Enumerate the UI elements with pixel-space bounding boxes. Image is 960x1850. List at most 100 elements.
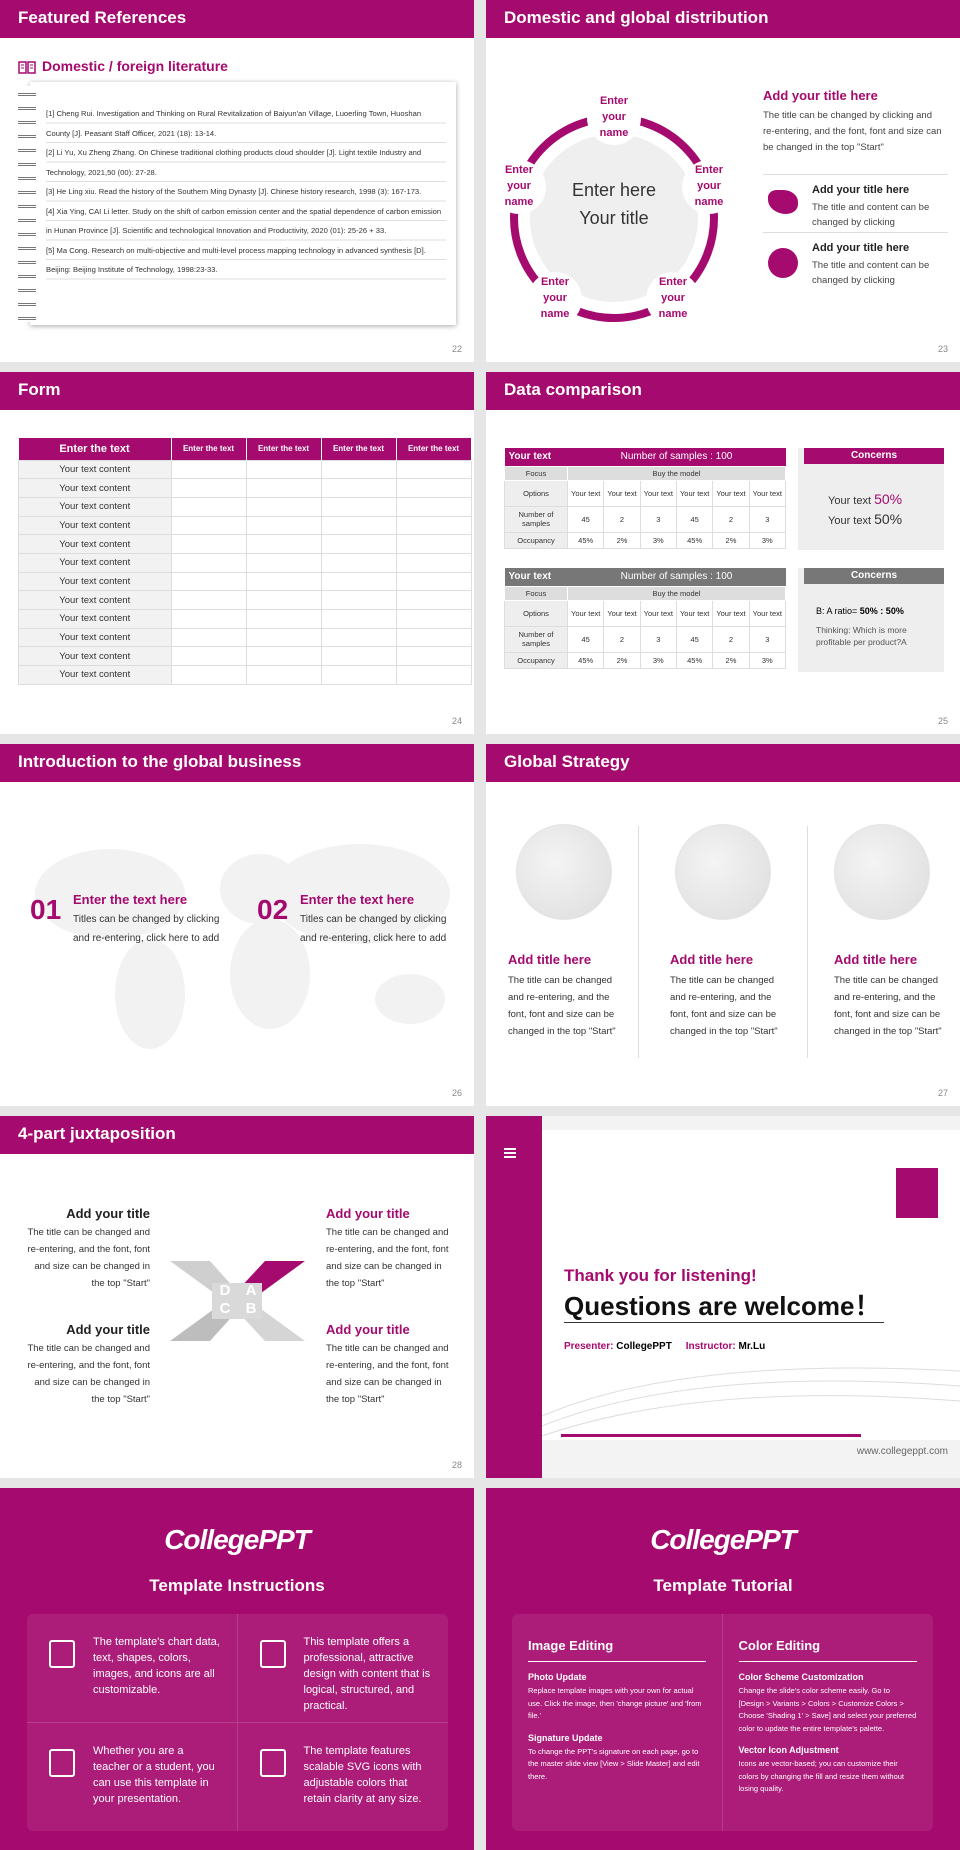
cell: 45 bbox=[566, 505, 605, 533]
item-number: 01 bbox=[30, 894, 62, 925]
item-title: Add your title bbox=[66, 1206, 150, 1221]
label: Presenter: bbox=[564, 1341, 614, 1352]
row: Your text content bbox=[18, 627, 472, 648]
cell: Your text bbox=[603, 599, 641, 627]
wave bbox=[542, 1367, 960, 1437]
cell bbox=[320, 552, 397, 573]
row: Your text content bbox=[18, 496, 472, 517]
head-row: Your text Number of samples : 100 bbox=[504, 448, 786, 466]
instruction-cell: This template offers a professional, att… bbox=[237, 1614, 448, 1723]
header-cell: Enter the text bbox=[321, 438, 397, 460]
instruction-cell: The template's chart data, text, shapes,… bbox=[27, 1614, 238, 1723]
head-row: Your text Number of samples : 100 bbox=[504, 568, 786, 586]
cell: 3 bbox=[639, 505, 677, 533]
tutorial-column: Image Editing Photo Update Replace templat… bbox=[512, 1614, 723, 1831]
card bbox=[542, 1130, 960, 1440]
item-title: Vector Icon Adjustment bbox=[738, 1745, 839, 1755]
row: Your text content bbox=[18, 534, 472, 554]
panel: Image Editing Photo Update Replace templat… bbox=[512, 1614, 933, 1831]
name-label: Enter your name bbox=[599, 95, 629, 139]
cell bbox=[245, 515, 322, 536]
concerns-lines: B: A ratio= 50% : 50% Thinking: Which is … bbox=[798, 584, 944, 648]
name-gap bbox=[528, 272, 582, 326]
panel: The template's chart data, text, shapes,… bbox=[27, 1614, 448, 1831]
cell: 2 bbox=[603, 625, 641, 653]
side-text: The title can be changed by clicking and… bbox=[763, 110, 942, 153]
accent-line bbox=[561, 1434, 861, 1437]
cell bbox=[170, 496, 247, 517]
menu-icon bbox=[504, 1148, 516, 1150]
samples-row: Number of samples 45 2 3 45 2 3 bbox=[504, 625, 787, 653]
item-number: 02 bbox=[257, 894, 289, 925]
letter: B bbox=[245, 1300, 257, 1317]
cell bbox=[320, 627, 397, 648]
item-text: Replace template images with your own fo… bbox=[528, 1686, 702, 1720]
cell: Your text bbox=[603, 479, 641, 507]
cell: Your text content bbox=[18, 552, 172, 573]
globe bbox=[516, 824, 612, 920]
row-label: Options bbox=[504, 599, 568, 627]
name-label: Enter your name bbox=[658, 276, 688, 320]
cell: 2% bbox=[712, 531, 750, 549]
concerns-line: Your text 50% bbox=[828, 490, 944, 510]
cell bbox=[320, 515, 397, 536]
cell: Your text bbox=[639, 479, 677, 507]
side-band bbox=[486, 1116, 542, 1478]
cell bbox=[170, 609, 247, 629]
cell: 3 bbox=[748, 505, 787, 533]
row-label: Occupancy bbox=[504, 531, 568, 549]
cell: 45% bbox=[566, 531, 605, 549]
world-map bbox=[35, 844, 450, 1049]
cell bbox=[170, 459, 247, 480]
item-icon bbox=[768, 190, 798, 214]
concerns-note: Thinking: Which is more profitable per p… bbox=[816, 625, 907, 647]
cell: 45% bbox=[675, 651, 714, 669]
cell: Your text content bbox=[18, 496, 172, 517]
cell: Your text content bbox=[18, 609, 172, 629]
cell: 2 bbox=[712, 625, 750, 653]
instructor: Mr.Lu bbox=[738, 1341, 766, 1352]
cell bbox=[245, 646, 322, 667]
cell: 3% bbox=[748, 651, 787, 669]
row: Your text content bbox=[18, 590, 472, 610]
page-number: 22 bbox=[451, 344, 462, 354]
center-line: Enter here bbox=[571, 180, 657, 200]
tutorial-column: Color Editing Color Scheme Customization C… bbox=[723, 1614, 934, 1831]
cell bbox=[170, 515, 247, 536]
page-number: 24 bbox=[451, 716, 462, 726]
instruction-cell: The template features scalable SVG icons… bbox=[238, 1723, 449, 1832]
cell bbox=[395, 665, 472, 685]
cell: Your text bbox=[748, 479, 787, 507]
divider bbox=[763, 232, 948, 233]
cell: Your text content bbox=[18, 459, 172, 480]
divider bbox=[763, 174, 948, 175]
cell bbox=[170, 665, 247, 685]
header-cell: Enter the text bbox=[246, 438, 322, 460]
focus-row: Focus Buy the model bbox=[504, 465, 786, 481]
focus: Focus bbox=[504, 465, 568, 481]
rule bbox=[564, 1322, 884, 1323]
item-text: The title and content can be changed by … bbox=[812, 202, 930, 228]
row: Your text content bbox=[18, 478, 472, 498]
occupancy-row: Occupancy 45% 2% 3% 45% 2% 3% bbox=[504, 531, 787, 549]
item-title: Add your title here bbox=[812, 184, 910, 196]
instruction-text: The template's chart data, text, shapes,… bbox=[93, 1636, 220, 1696]
slide-title: Data comparison bbox=[486, 372, 960, 410]
cell: Your text bbox=[639, 599, 677, 627]
globe bbox=[834, 824, 930, 920]
cell bbox=[245, 534, 322, 554]
line-value: 50% : 50% bbox=[859, 606, 904, 616]
item-title: Add title here bbox=[670, 952, 754, 967]
model: Buy the model bbox=[567, 585, 786, 601]
reference: [4] Xia Ying, CAI Li letter. Study on th… bbox=[46, 206, 442, 236]
header-cell: Enter the text bbox=[18, 438, 172, 460]
instruction-icon bbox=[49, 1640, 75, 1668]
row: Your text content bbox=[18, 646, 472, 667]
cell: 45% bbox=[566, 651, 605, 669]
logo: CollegePPT bbox=[164, 1524, 311, 1555]
item-title: Add your title bbox=[326, 1206, 410, 1221]
name-label: Enter your name bbox=[504, 164, 534, 208]
cell: Your text content bbox=[18, 478, 172, 498]
slide-title: 4-part juxtaposition bbox=[0, 1116, 474, 1154]
